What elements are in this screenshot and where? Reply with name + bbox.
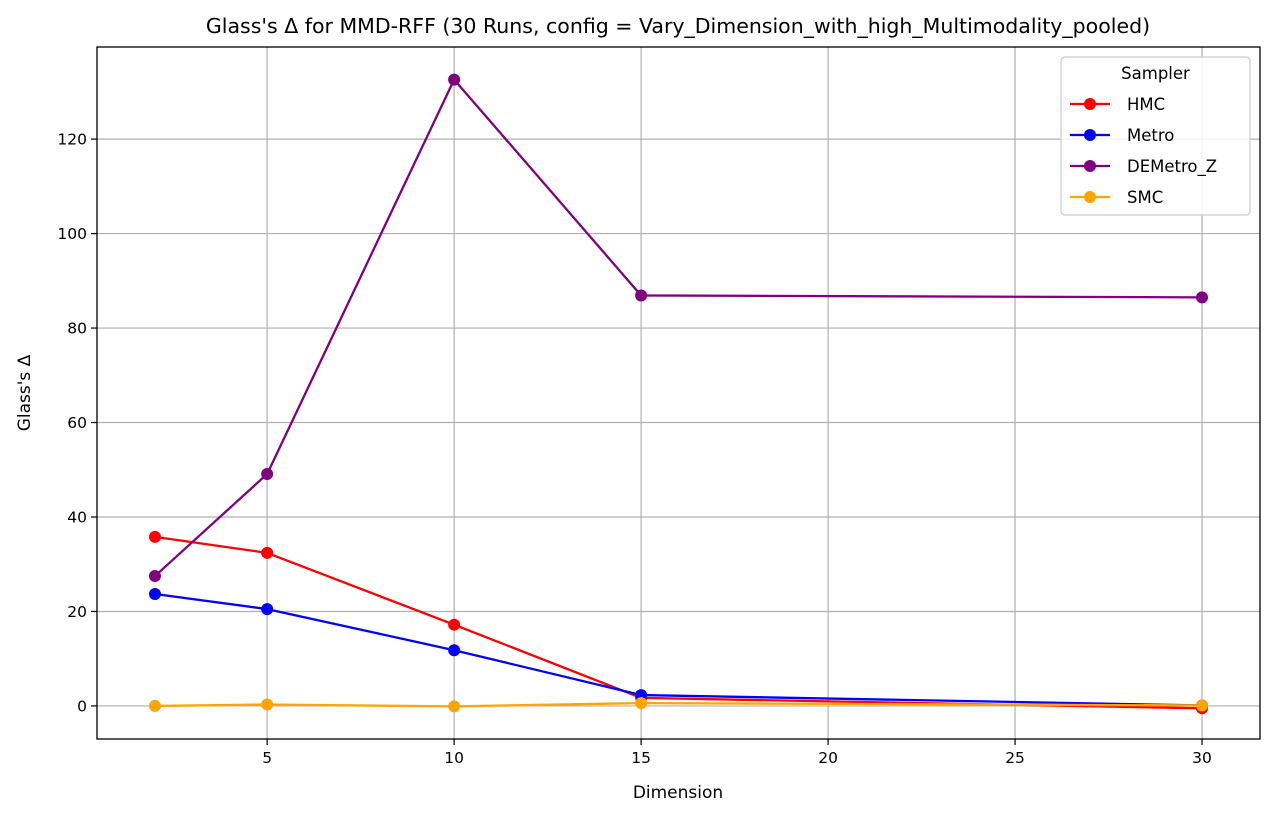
series-demetro-z [148, 73, 1209, 583]
legend-item: DEMetro_Z [1070, 157, 1217, 177]
y-axis-label: Glass's Δ [15, 354, 35, 431]
legend-box [1060, 56, 1251, 216]
y-tick-label: 80 [67, 320, 87, 338]
y-tick-label: 40 [67, 508, 87, 526]
series-layer [148, 73, 1209, 715]
legend-marker [1084, 129, 1096, 141]
y-tick-label: 60 [67, 414, 87, 432]
data-point [148, 530, 161, 543]
legend-label: DEMetro_Z [1127, 157, 1217, 177]
legend-label: HMC [1127, 95, 1165, 114]
x-tick-label: 25 [1005, 749, 1025, 767]
legend-label: SMC [1127, 188, 1163, 207]
y-tick-label: 100 [57, 225, 87, 243]
legend-item: Metro [1070, 126, 1174, 145]
x-tick-label: 30 [1192, 749, 1212, 767]
data-point [635, 697, 648, 710]
legend-item: HMC [1070, 95, 1165, 114]
x-tick-label: 10 [444, 749, 464, 767]
data-point [261, 468, 274, 481]
data-point [261, 698, 274, 711]
legend-marker [1084, 98, 1096, 110]
x-tick-label: 20 [818, 749, 838, 767]
data-point [148, 570, 161, 583]
y-tick-label: 0 [77, 697, 87, 715]
legend-label: Metro [1127, 126, 1174, 145]
data-point [635, 289, 648, 302]
data-point [148, 587, 161, 600]
data-point [448, 644, 461, 657]
data-point [448, 700, 461, 713]
data-point [1196, 291, 1209, 304]
series-smc [148, 697, 1209, 713]
data-point [448, 73, 461, 86]
legend-marker [1084, 191, 1096, 203]
legend-item: SMC [1070, 188, 1163, 207]
y-tick-label: 120 [57, 131, 87, 149]
data-point [261, 546, 274, 559]
x-axis: 5 10 15 20 25 30 [262, 739, 1212, 767]
data-point [148, 699, 161, 712]
data-point [1196, 699, 1209, 712]
chart-title: Glass's Δ for MMD-RFF (30 Runs, config =… [206, 14, 1150, 39]
data-point [448, 618, 461, 631]
legend: Sampler HMC Metro DEMetro_Z SMC [1060, 56, 1251, 216]
data-point [261, 603, 274, 616]
legend-title: Sampler [1121, 64, 1190, 83]
x-tick-label: 5 [262, 749, 272, 767]
y-axis: 0 20 40 60 80 100 120 [57, 131, 97, 715]
plot-frame [96, 46, 1261, 740]
x-tick-label: 15 [631, 749, 651, 767]
legend-marker [1084, 160, 1096, 172]
y-tick-label: 20 [67, 603, 87, 621]
x-axis-label: Dimension [633, 783, 723, 803]
